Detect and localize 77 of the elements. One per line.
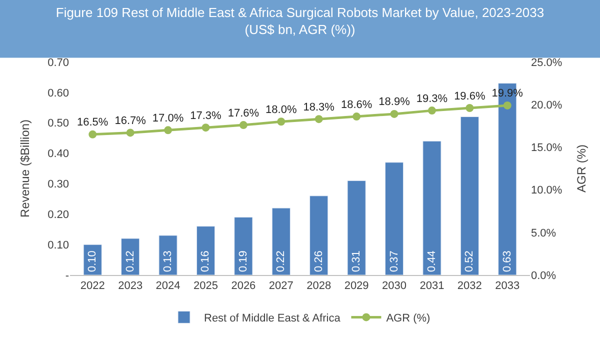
- chart-title: Figure 109 Rest of Middle East & Africa Surgical Robots Market by Value, 2023-2033 (US$ bn, AGR (%)): [56, 5, 544, 38]
- x-tick-label: 2028: [306, 280, 332, 292]
- point: [202, 124, 210, 132]
- bar: [422, 140, 442, 275]
- point: [239, 121, 248, 130]
- data-label: 18.6%: [340, 98, 372, 111]
- data-label: 17.0%: [152, 112, 184, 124]
- bar: [384, 162, 404, 275]
- point: [314, 115, 323, 124]
- bar: [272, 208, 290, 275]
- y2-tick-label: 25.0%: [531, 56, 562, 69]
- point: [88, 130, 97, 138]
- y2-tick-label: 15.0%: [531, 142, 562, 154]
- y2-tick-label: 5.0%: [531, 227, 556, 240]
- legend-label: Rest of Middle East & Africa: [204, 312, 342, 324]
- data-label: 0.37: [388, 250, 400, 272]
- point: [277, 118, 286, 126]
- data-label: 0.44: [426, 250, 438, 272]
- data-label: 19.3%: [416, 92, 448, 105]
- x-tick-label: 2022: [80, 280, 105, 292]
- data-label: 0.52: [464, 250, 476, 272]
- bar: [310, 196, 328, 275]
- x-tick-label: 2030: [382, 280, 406, 292]
- point: [466, 104, 474, 112]
- legend-label: AGR (%): [386, 312, 430, 324]
- x-tick-label: 2032: [457, 280, 482, 292]
- y-tick-label: 0.30: [48, 178, 69, 191]
- point: [352, 112, 361, 121]
- y2-tick-label: 10.0%: [531, 184, 562, 197]
- y-tick-label: 0.40: [48, 148, 69, 160]
- point: [503, 101, 512, 110]
- x-tick-label: 2025: [194, 280, 218, 292]
- bar: [121, 238, 140, 275]
- data-label: 17.3%: [190, 110, 222, 122]
- y-tick-label: -: [65, 270, 70, 282]
- y2-tick-label: 20.0%: [531, 99, 562, 112]
- bar: [347, 180, 366, 275]
- y-tick-label: 0.20: [48, 208, 69, 221]
- point: [390, 110, 398, 118]
- x-tick-label: 2031: [420, 280, 444, 292]
- data-label: 0.22: [275, 250, 288, 272]
- y2-axis-title: AGR (%): [574, 144, 588, 192]
- data-label: 18.0%: [266, 104, 297, 116]
- x-tick-label: 2029: [344, 280, 369, 292]
- data-label: 0.26: [312, 250, 325, 272]
- data-label: 16.5%: [77, 116, 108, 129]
- data-label: 0.63: [501, 250, 514, 272]
- data-label: 0.19: [237, 250, 250, 272]
- data-label: 0.12: [124, 250, 136, 272]
- y-axis-title: Revenue ($Billion): [18, 119, 32, 218]
- data-label: 16.7%: [114, 114, 146, 127]
- x-tick-label: 2026: [231, 280, 256, 292]
- x-tick-label: 2027: [268, 280, 294, 292]
- bar: [460, 116, 479, 275]
- x-tick-label: 2024: [156, 280, 180, 292]
- bar: [83, 244, 102, 275]
- bar: [234, 216, 253, 275]
- data-label: 17.6%: [228, 107, 260, 120]
- x-tick-label: 2033: [495, 280, 520, 292]
- x-tick-label: 2023: [118, 280, 143, 292]
- data-label: 0.10: [86, 250, 99, 272]
- y-tick-label: 0.50: [48, 118, 69, 130]
- data-label: 0.16: [200, 250, 212, 272]
- point: [164, 126, 172, 134]
- y2-tick-label: 0.0%: [531, 270, 556, 282]
- point: [428, 106, 436, 115]
- y-tick-label: 0.10: [48, 239, 69, 252]
- bar: [196, 226, 216, 275]
- data-label: 0.31: [350, 250, 363, 272]
- bar: [158, 235, 178, 275]
- data-label: 0.13: [162, 250, 174, 272]
- y-tick-label: 0.70: [48, 56, 69, 69]
- data-label: 19.6%: [454, 90, 486, 102]
- point: [126, 128, 134, 137]
- data-label: 18.9%: [378, 96, 410, 108]
- y-tick-label: 0.60: [48, 87, 69, 100]
- data-label: 18.3%: [303, 101, 335, 114]
